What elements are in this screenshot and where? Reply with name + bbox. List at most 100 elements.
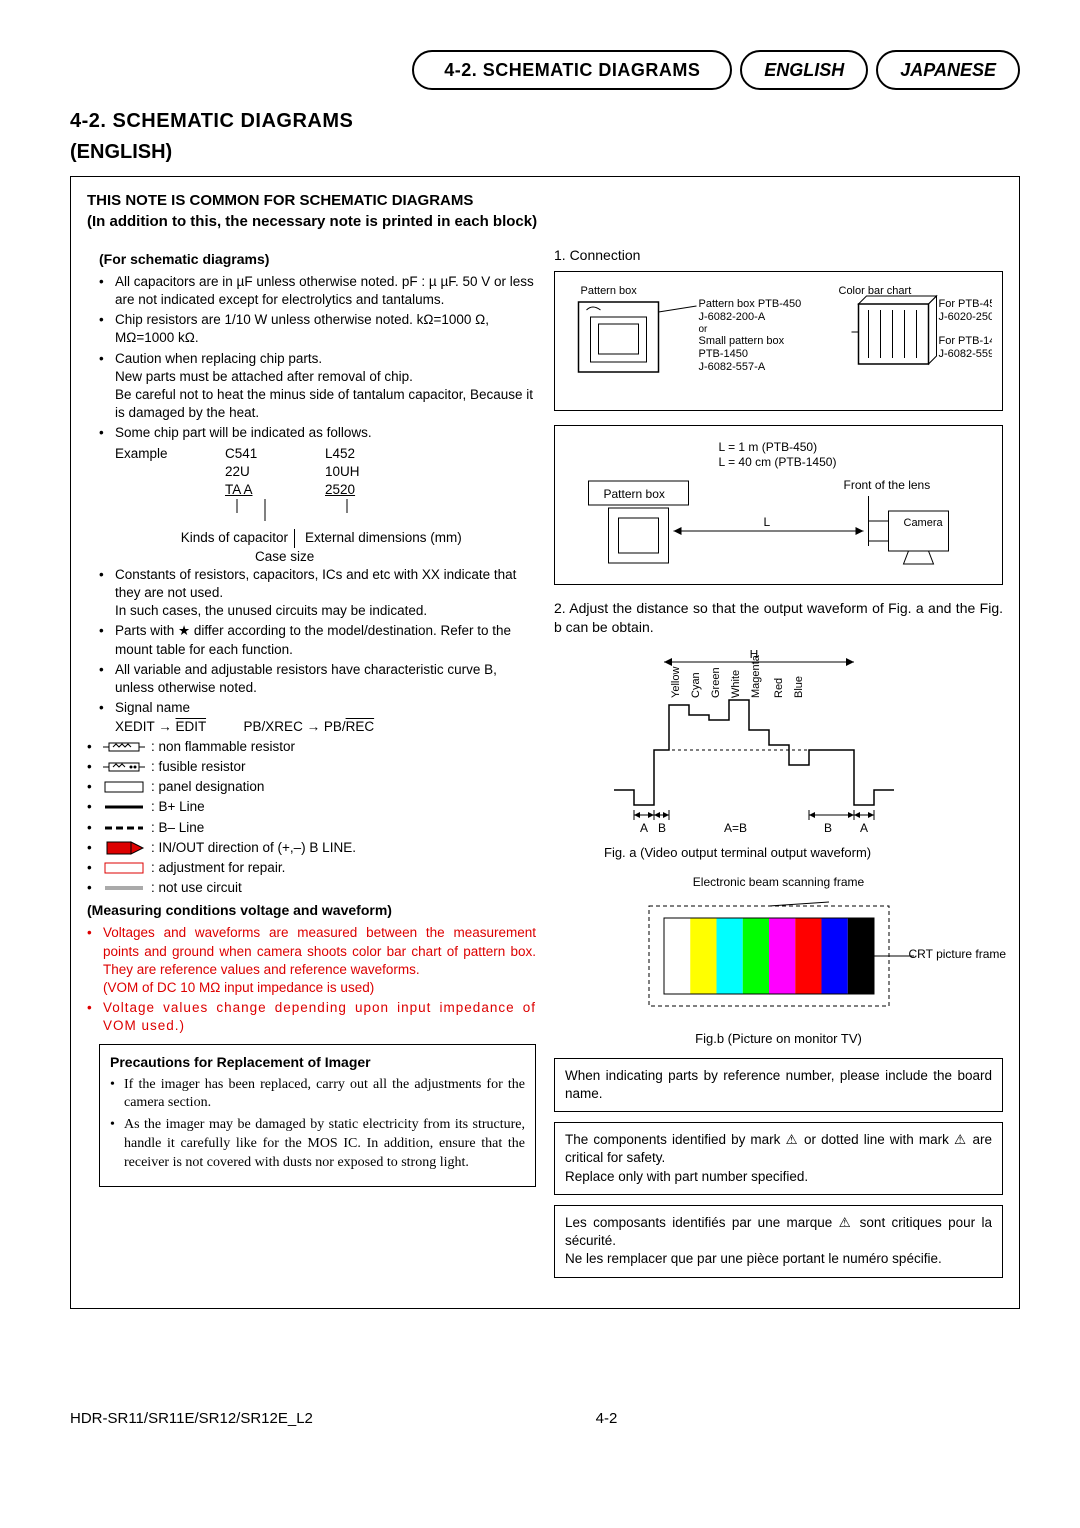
- example-22u: 22U: [225, 463, 325, 481]
- content-frame: THIS NOTE IS COMMON FOR SCHEMATIC DIAGRA…: [70, 176, 1020, 1308]
- text: : panel designation: [151, 778, 264, 796]
- bullet: Signal name XEDIT → EDIT PB/XREC → PB/RE…: [99, 699, 536, 735]
- prec-item: As the imager may be damaged by static e…: [110, 1116, 525, 1173]
- sym-adjust: : adjustment for repair.: [87, 859, 536, 877]
- svg-text:Front of the lens: Front of the lens: [844, 478, 931, 492]
- svg-text:B: B: [658, 821, 666, 835]
- note-heading: THIS NOTE IS COMMON FOR SCHEMATIC DIAGRA…: [87, 191, 1003, 211]
- color-bar-figure: CRT picture frame: [629, 896, 929, 1026]
- svg-text:Color bar chart: Color bar chart: [839, 285, 912, 297]
- bplus-icon: [103, 800, 145, 814]
- connection-diagram-1: Pattern box Color bar chart Pattern box …: [554, 271, 1003, 411]
- svg-text:PTB-1450: PTB-1450: [699, 348, 749, 360]
- lang-japanese-pill[interactable]: JAPANESE: [876, 50, 1020, 90]
- svg-text:or: or: [699, 324, 709, 335]
- connection-head: 1. Connection: [554, 246, 1003, 265]
- footer-page: 4-2: [596, 1409, 618, 1429]
- svg-text:Pattern box PTB-450: Pattern box PTB-450: [699, 298, 802, 310]
- text: : not use circuit: [151, 879, 242, 897]
- precautions-box: Precautions for Replacement of Imager If…: [99, 1044, 536, 1187]
- text: New parts must be attached after removal…: [115, 369, 413, 384]
- bullet-red: Voltages and waveforms are measured betw…: [87, 924, 536, 997]
- sym-notuse: : not use circuit: [87, 879, 536, 897]
- bminus-icon: [103, 821, 145, 835]
- figb-caption: Fig.b (Picture on monitor TV): [554, 1030, 1003, 1048]
- svg-text:Red: Red: [773, 678, 785, 698]
- sym-bplus: : B+ Line: [87, 798, 536, 816]
- svg-text:A: A: [860, 821, 868, 835]
- text: : non flammable resistor: [151, 738, 295, 756]
- bullet: Caution when replacing chip parts. New p…: [99, 350, 536, 423]
- example-c: C541: [225, 445, 325, 463]
- section-title: 4-2. SCHEMATIC DIAGRAMS: [70, 108, 1020, 135]
- text: (VOM of DC 10 MΩ input impedance is used…: [103, 980, 374, 995]
- ebf-label: Electronic beam scanning frame: [554, 874, 1003, 890]
- bullet: Constants of resistors, capacitors, ICs …: [99, 566, 536, 621]
- example-arrows: [115, 499, 435, 529]
- text: Constants of resistors, capacitors, ICs …: [115, 567, 516, 600]
- fusible-icon: [103, 760, 145, 774]
- sym-panel: : panel designation: [87, 778, 536, 796]
- text: In such cases, the unused circuits may b…: [115, 603, 427, 618]
- svg-text:Magenta: Magenta: [750, 655, 762, 699]
- svg-text:For PTB-450:: For PTB-450:: [939, 298, 993, 310]
- text: Voltages and waveforms are measured betw…: [103, 925, 536, 976]
- adjust-text: 2. Adjust the distance so that the outpu…: [554, 599, 1003, 637]
- kinds-capacitor: Kinds of capacitor: [165, 529, 295, 547]
- bullet: All capacitors are in µF unless otherwis…: [99, 273, 536, 309]
- svg-text:Small pattern box: Small pattern box: [699, 335, 785, 347]
- svg-text:L = 1 m (PTB-450): L = 1 m (PTB-450): [719, 440, 818, 454]
- text: : B+ Line: [151, 798, 205, 816]
- schematic-bullets: All capacitors are in µF unless otherwis…: [87, 273, 536, 443]
- ext-dimensions: External dimensions (mm): [295, 529, 462, 547]
- bullet: Chip resistors are 1/10 W unless otherwi…: [99, 311, 536, 347]
- text: : fusible resistor: [151, 758, 246, 776]
- text: : IN/OUT direction of (+,–) B LINE.: [151, 839, 356, 857]
- colorbar-svg: [629, 896, 929, 1026]
- measuring-bullets: Voltages and waveforms are measured betw…: [87, 924, 536, 1035]
- example-ta: TA A: [225, 481, 325, 499]
- text: PB/XREC → PB/: [244, 719, 346, 734]
- nonflammable-icon: [103, 740, 145, 754]
- bullet-red: Voltage values change depending upon inp…: [87, 999, 536, 1035]
- svg-text:Green: Green: [710, 668, 722, 699]
- section-subtitle: (ENGLISH): [70, 139, 1020, 166]
- text: Caution when replacing chip parts.: [115, 351, 322, 366]
- svg-text:B: B: [824, 821, 832, 835]
- svg-text:J-6082-200-A: J-6082-200-A: [699, 311, 766, 323]
- figa-caption: Fig. a (Video output terminal output wav…: [594, 844, 1003, 862]
- prec-item: If the imager has been replaced, carry o…: [110, 1076, 525, 1114]
- header-tabs: 4-2. SCHEMATIC DIAGRAMS ENGLISH JAPANESE: [70, 50, 1020, 90]
- lang-english-pill[interactable]: ENGLISH: [740, 50, 868, 90]
- sym-inout: : IN/OUT direction of (+,–) B LINE.: [87, 839, 536, 857]
- measuring-head: (Measuring conditions voltage and wavefo…: [87, 901, 536, 920]
- section-pill: 4-2. SCHEMATIC DIAGRAMS: [412, 50, 732, 90]
- sym-fusible: : fusible resistor: [87, 758, 536, 776]
- svg-text:J-6020-250-A: J-6020-250-A: [939, 311, 993, 323]
- text: XEDIT →: [115, 719, 176, 734]
- svg-text:Pattern box: Pattern box: [604, 487, 665, 501]
- panel-icon: [103, 780, 145, 794]
- notuse-icon: [103, 881, 145, 895]
- right-column: 1. Connection Pattern box: [554, 246, 1003, 1288]
- svg-text:J-6082-559-A: J-6082-559-A: [939, 348, 993, 360]
- bullet: Parts with ★ differ according to the mod…: [99, 622, 536, 658]
- waveform-svg: H Yellow Cyan Green White Magenta Red Bl…: [594, 650, 914, 840]
- svg-text:A: A: [640, 821, 648, 835]
- svg-text:For PTB-1450:: For PTB-1450:: [939, 335, 993, 347]
- schematic-head: (For schematic diagrams): [99, 250, 536, 269]
- svg-text:Yellow: Yellow: [670, 667, 682, 698]
- footer-model: HDR-SR11/SR11E/SR12/SR12E_L2: [70, 1409, 313, 1429]
- inout-icon: [103, 840, 145, 856]
- chip-example: Example C541 L452 22U 10UH TA A 2520: [87, 445, 536, 566]
- diag1-svg: Pattern box Color bar chart Pattern box …: [565, 282, 992, 402]
- svg-text:Camera: Camera: [904, 517, 944, 529]
- text: Signal name: [115, 700, 190, 715]
- svg-text:Cyan: Cyan: [690, 673, 702, 699]
- left-column: (For schematic diagrams) All capacitors …: [87, 246, 536, 1288]
- bullet: Some chip part will be indicated as foll…: [99, 424, 536, 442]
- svg-text:Blue: Blue: [793, 676, 805, 698]
- svg-text:A=B: A=B: [724, 821, 747, 835]
- sym-nonflammable: : non flammable resistor: [87, 738, 536, 756]
- text: : adjustment for repair.: [151, 859, 285, 877]
